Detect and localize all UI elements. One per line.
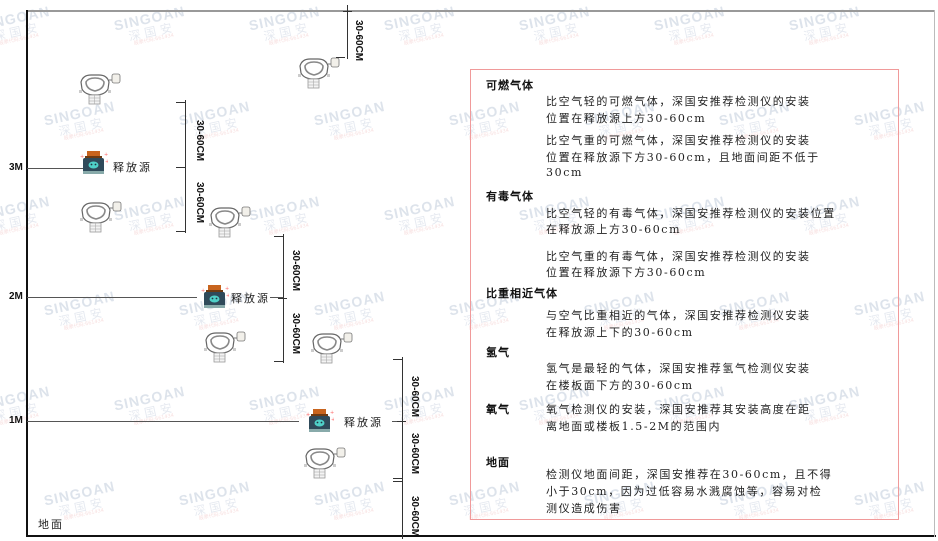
dimension-label: 30-60CM — [194, 182, 205, 224]
section-text-line: 比空气轻的有毒气体，深国安推荐检测仪的安装位置 — [546, 207, 836, 220]
section-text-line: 在楼板面下方的30-60cm — [546, 379, 694, 392]
section-heading: 氢气 — [486, 346, 510, 359]
dimension-tick — [336, 57, 345, 58]
dimension-label: 30-60CM — [290, 313, 301, 355]
dimension-line — [402, 357, 403, 539]
release-source-label: 释放源 — [231, 292, 270, 305]
release-source-icon: + + + — [306, 408, 335, 438]
leader-line — [270, 297, 284, 298]
dimension-break-mark — [393, 481, 402, 482]
wall-line — [26, 10, 28, 537]
dimension-line — [185, 100, 186, 233]
svg-text:+: + — [306, 412, 310, 418]
dimension-tick — [274, 361, 283, 362]
section-heading: 氧气 — [486, 403, 510, 416]
gas-detector-icon — [309, 332, 353, 368]
installation-guide-panel: 可燃气体 比空气轻的可燃气体，深国安推荐检测仪的安装 位置在释放源上方30-60cm… — [470, 69, 899, 520]
section-text-line: 比空气重的可燃气体，深国安推荐检测仪的安装 — [546, 134, 811, 147]
svg-text:+: + — [225, 286, 229, 292]
section-heading: 可燃气体 — [486, 79, 534, 92]
dimension-tick — [176, 231, 185, 232]
dimension-line — [347, 5, 348, 59]
section-text-line: 氧气检测仪的安装，深国安推荐其安装高度在距 — [546, 403, 811, 416]
dimension-label: 30-60CM — [409, 433, 420, 475]
section-text-line: 比空气轻的可燃气体，深国安推荐检测仪的安装 — [546, 95, 811, 108]
dimension-tick — [397, 421, 406, 422]
section-text-line: 位置在释放源下方30-60cm，且地面间距不低于 — [546, 151, 820, 164]
dimension-tick — [176, 102, 185, 103]
section-text-line: 氢气是最轻的气体，深国安推荐氢气检测仪安装 — [546, 362, 811, 375]
release-source-label: 释放源 — [113, 161, 152, 174]
dimension-tick — [176, 167, 185, 168]
section-heading: 比重相近气体 — [486, 287, 558, 300]
gas-detector-icon — [77, 73, 121, 109]
ground-label: 地面 — [38, 518, 64, 531]
gas-detector-icon — [302, 447, 346, 483]
svg-text:+: + — [330, 410, 334, 416]
section-text-line: 比空气重的有毒气体，深国安推荐检测仪的安装 — [546, 250, 811, 263]
section-text-line: 检测仪地面间距，深国安推荐在30-60cm，且不得 — [546, 468, 833, 481]
dimension-label: 30-60CM — [194, 120, 205, 162]
section-heading: 有毒气体 — [486, 190, 534, 203]
dimension-break-mark — [393, 478, 402, 479]
svg-text:+: + — [80, 154, 84, 160]
section-text-line: 30cm — [546, 166, 583, 179]
dimension-tick — [343, 11, 352, 12]
dimension-label: 30-60CM — [290, 250, 301, 292]
dimension-tick — [278, 298, 287, 299]
level-line-1m — [27, 421, 299, 422]
gas-detector-icon — [296, 57, 340, 93]
section-text-line: 在释放源上方30-60cm — [546, 223, 682, 236]
section-text-line: 位置在释放源下方30-60cm — [546, 266, 707, 279]
dimension-label: 30-60CM — [409, 376, 420, 418]
gas-detector-icon — [202, 331, 246, 367]
dimension-label: 30-60CM — [409, 496, 420, 538]
dimension-tick — [393, 359, 402, 360]
svg-text:+: + — [201, 288, 205, 294]
section-text-line: 小于30cm，因为过低容易水溅腐蚀等，容易对检 — [546, 485, 823, 498]
level-label-2m: 2M — [9, 291, 23, 302]
section-heading: 地面 — [486, 456, 510, 469]
svg-text:+: + — [331, 417, 334, 423]
gas-detector-icon — [78, 201, 122, 237]
ceiling-line — [27, 10, 935, 12]
section-text-line: 离地面或楼板1.5-2M的范围内 — [546, 420, 722, 433]
section-text-line: 位置在释放源上方30-60cm — [546, 112, 707, 125]
level-label-3m: 3M — [9, 162, 23, 173]
floor-line — [26, 535, 936, 537]
release-source-icon: + + + — [80, 150, 109, 180]
release-source-icon: + + + — [201, 284, 230, 314]
svg-text:+: + — [226, 293, 229, 299]
release-source-label: 释放源 — [344, 416, 383, 429]
right-wall-line — [934, 10, 935, 537]
section-text-line: 测仪造成伤害 — [546, 502, 622, 515]
dimension-label: 30-60CM — [353, 20, 364, 62]
section-text-line: 在释放源上下的30-60cm — [546, 326, 694, 339]
gas-detector-icon — [207, 206, 251, 242]
svg-text:+: + — [104, 152, 108, 158]
svg-text:+: + — [105, 159, 108, 165]
level-label-1m: 1M — [9, 415, 23, 426]
level-line-2m — [27, 297, 197, 298]
section-text-line: 与空气比重相近的气体，深国安推荐检测仪安装 — [546, 309, 811, 322]
dimension-tick — [274, 236, 283, 237]
level-line-3m — [27, 168, 83, 169]
